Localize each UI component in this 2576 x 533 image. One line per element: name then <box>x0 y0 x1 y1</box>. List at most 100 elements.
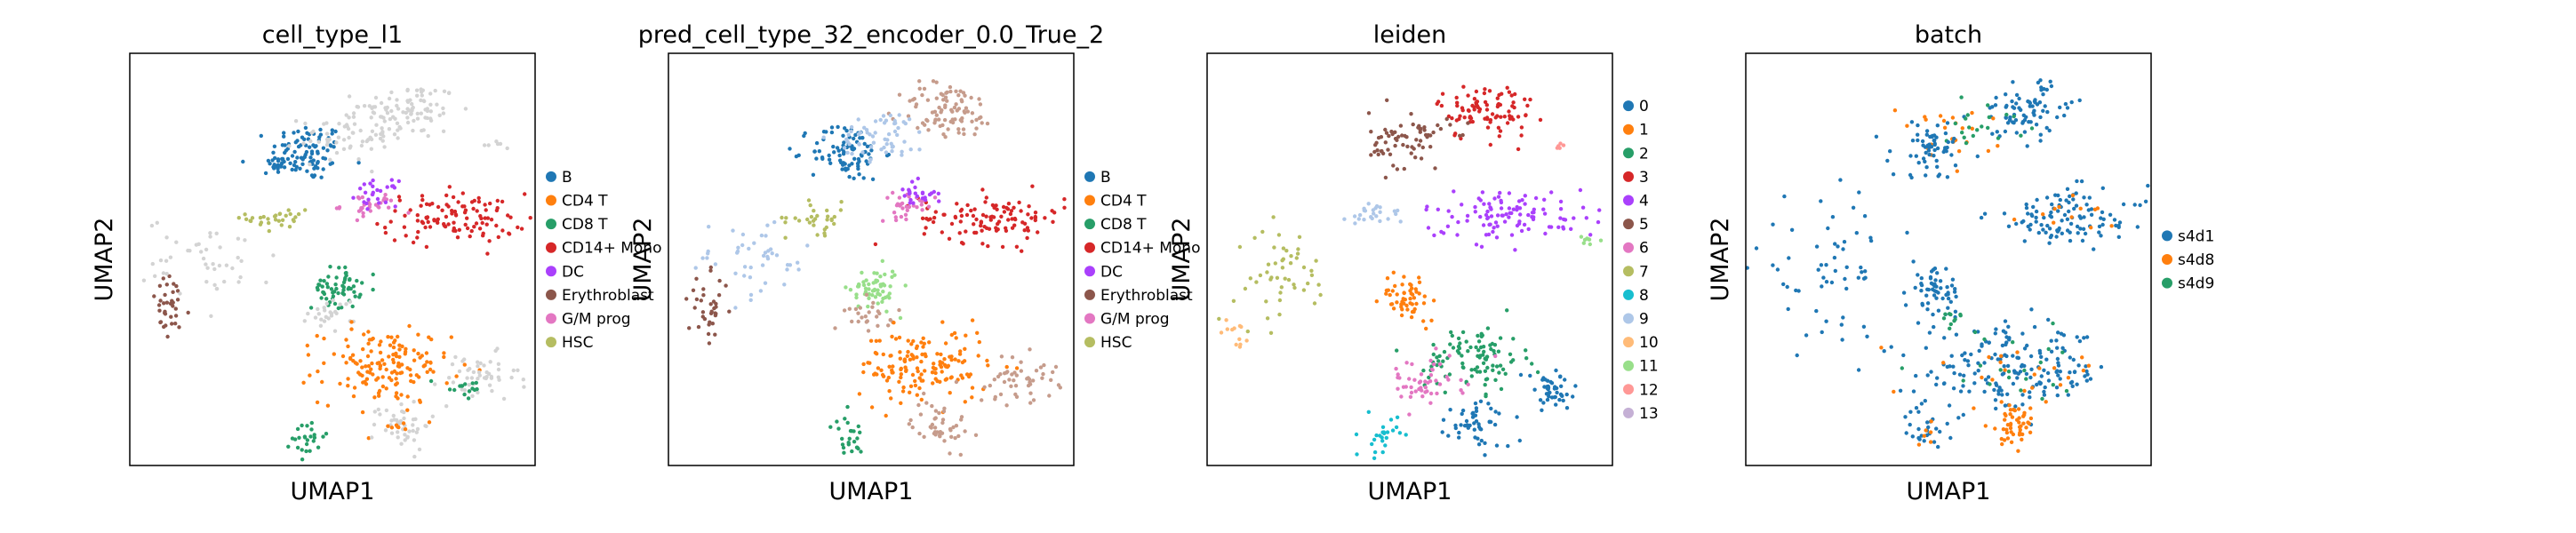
data-point <box>2019 133 2023 138</box>
data-point <box>1515 223 1520 228</box>
data-point <box>1927 142 1932 147</box>
data-point <box>920 199 924 203</box>
data-point <box>1407 377 1412 381</box>
data-point <box>506 213 510 218</box>
data-point <box>1924 428 1928 433</box>
data-point <box>1515 208 1519 212</box>
data-point <box>937 199 941 203</box>
data-point <box>1010 226 1015 230</box>
data-point <box>371 192 375 197</box>
data-point <box>1393 130 1397 134</box>
y-axis-label: UMAP2 <box>1168 218 1196 302</box>
data-point <box>1400 282 1404 287</box>
data-point <box>982 385 987 389</box>
data-point <box>897 92 902 97</box>
data-point <box>2029 367 2034 371</box>
data-point <box>2062 212 2068 218</box>
data-point <box>412 348 416 353</box>
data-point <box>239 259 244 263</box>
data-point <box>344 361 348 365</box>
data-point <box>453 213 459 218</box>
data-point <box>1462 424 1468 428</box>
legend-marker <box>546 242 556 253</box>
data-point <box>1898 388 1903 393</box>
data-point <box>2000 442 2004 447</box>
data-point <box>1026 228 1031 233</box>
data-point <box>1975 128 1980 132</box>
data-point <box>370 435 374 440</box>
data-point <box>841 152 846 156</box>
data-point <box>308 306 314 310</box>
data-point <box>295 445 300 450</box>
data-point <box>2028 104 2032 108</box>
data-point <box>1824 319 1828 323</box>
data-point <box>946 127 950 131</box>
data-point <box>487 239 492 243</box>
data-point <box>405 435 410 440</box>
data-point <box>1280 266 1285 270</box>
data-point <box>1508 360 1514 364</box>
data-point <box>958 219 964 224</box>
data-point <box>1980 375 1984 380</box>
data-point <box>828 161 833 165</box>
data-point <box>2050 202 2054 207</box>
data-point <box>2099 216 2103 220</box>
data-point <box>308 162 312 167</box>
data-point <box>353 294 357 298</box>
data-point <box>379 100 384 106</box>
data-point <box>486 371 492 376</box>
data-point <box>1948 299 1953 304</box>
data-point <box>1754 246 1759 251</box>
data-point <box>196 242 201 246</box>
data-point <box>1951 386 1956 391</box>
data-point <box>322 319 327 323</box>
data-point <box>487 383 492 387</box>
data-point <box>403 427 408 432</box>
data-point <box>2022 239 2027 243</box>
data-point <box>929 426 934 430</box>
data-point <box>177 325 181 330</box>
data-point <box>2024 202 2028 207</box>
data-point <box>230 266 235 271</box>
data-point <box>1904 431 1908 435</box>
legend-label: 11 <box>1639 358 1659 376</box>
data-point <box>1006 202 1012 206</box>
data-point <box>1473 435 1477 440</box>
data-point <box>1264 299 1268 304</box>
data-point <box>1414 301 1419 306</box>
data-point <box>896 125 900 131</box>
data-point <box>2065 106 2070 110</box>
data-point <box>308 139 313 144</box>
data-point <box>1448 408 1452 412</box>
data-point <box>2003 418 2007 422</box>
data-point <box>357 196 362 201</box>
data-point <box>432 218 436 222</box>
data-point <box>1481 353 1485 357</box>
data-point <box>396 334 400 339</box>
data-point <box>996 221 1000 227</box>
data-point <box>1002 210 1007 214</box>
data-point <box>2034 215 2038 220</box>
data-point <box>484 208 488 212</box>
data-point <box>1481 223 1486 227</box>
data-point <box>355 218 360 223</box>
data-point <box>1498 102 1503 107</box>
data-point <box>497 378 501 382</box>
data-point <box>2017 96 2021 101</box>
data-point <box>283 143 287 147</box>
data-point <box>286 444 291 449</box>
data-point <box>1588 233 1593 237</box>
data-point <box>1460 391 1465 395</box>
data-point <box>1874 134 1879 139</box>
data-point <box>885 138 890 142</box>
data-point <box>1383 175 1388 180</box>
data-point <box>1543 378 1548 382</box>
data-point <box>1245 329 1251 334</box>
data-point <box>1495 114 1500 118</box>
data-point <box>2068 221 2074 227</box>
data-point <box>1446 209 1451 213</box>
data-point <box>867 287 871 291</box>
data-point <box>1481 345 1486 349</box>
data-point <box>1482 91 1487 96</box>
data-point <box>1430 368 1435 372</box>
